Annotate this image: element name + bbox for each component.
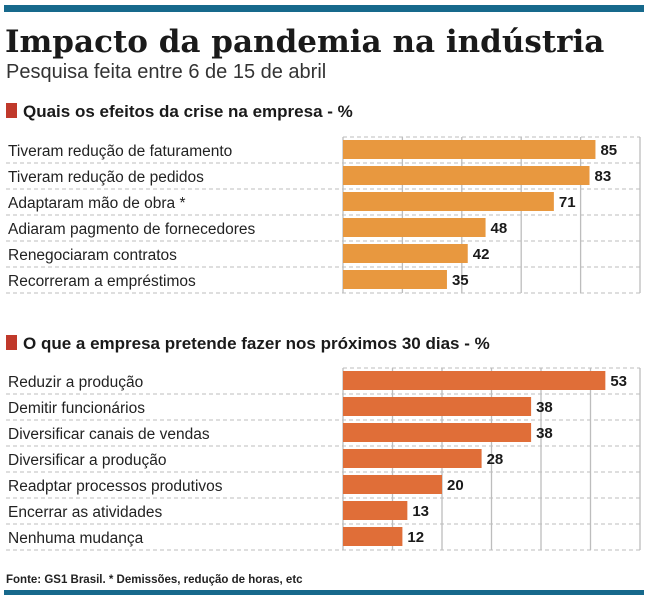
category-label: Readptar processos produtivos: [8, 478, 223, 495]
bar: [343, 449, 482, 468]
bar: [343, 423, 532, 442]
data-label: 85: [600, 142, 617, 159]
data-label: 28: [487, 451, 504, 468]
section-marker: [6, 335, 17, 350]
section-title: O que a empresa pretende fazer nos próxi…: [23, 334, 490, 353]
category-label: Tiveram redução de faturamento: [8, 143, 232, 160]
data-label: 71: [559, 194, 576, 211]
bar: [343, 397, 532, 416]
bar: [343, 244, 468, 263]
category-label: Nenhuma mudança: [8, 530, 144, 547]
bar: [343, 140, 596, 159]
data-label: 13: [412, 503, 429, 520]
footnote: Fonte: GS1 Brasil. * Demissões, redução …: [6, 574, 303, 586]
data-label: 38: [536, 399, 553, 416]
bar: [343, 270, 447, 289]
bar: [343, 371, 606, 390]
chart-panel-1: Quais os efeitos da crise na empresa - %…: [6, 102, 641, 294]
bar: [343, 166, 590, 185]
data-label: 35: [452, 272, 469, 289]
bar: [343, 475, 442, 494]
chart-subtitle: Pesquisa feita entre 6 de 15 de abril: [6, 61, 326, 83]
section-marker: [6, 103, 17, 118]
section-title: Quais os efeitos da crise na empresa - %: [23, 102, 353, 121]
data-label: 20: [447, 477, 464, 494]
data-label: 48: [491, 220, 508, 237]
data-label: 38: [536, 425, 553, 442]
top-rule: [4, 5, 644, 12]
category-label: Adiaram pagmento de fornecedores: [8, 221, 256, 238]
category-label: Diversificar a produção: [8, 452, 167, 469]
data-label: 83: [595, 168, 612, 185]
category-label: Recorreram a empréstimos: [8, 273, 196, 290]
category-label: Encerrar as atividades: [8, 504, 162, 521]
bar: [343, 527, 403, 546]
category-label: Adaptaram mão de obra *: [8, 195, 186, 212]
bottom-rule: [4, 590, 644, 595]
category-label: Demitir funcionários: [8, 400, 145, 417]
bar: [343, 192, 554, 211]
category-label: Diversificar canais de vendas: [8, 426, 210, 443]
chart-title: Impacto da pandemia na indústria: [5, 24, 604, 60]
category-label: Renegociaram contratos: [8, 247, 177, 264]
data-label: 42: [473, 246, 490, 263]
category-label: Tiveram redução de pedidos: [8, 169, 204, 186]
category-label: Reduzir a produção: [8, 374, 143, 391]
data-label: 12: [407, 529, 424, 546]
bar: [343, 501, 408, 520]
bar: [343, 218, 486, 237]
chart-panel-2: O que a empresa pretende fazer nos próxi…: [6, 334, 641, 551]
data-label: 53: [610, 373, 627, 390]
